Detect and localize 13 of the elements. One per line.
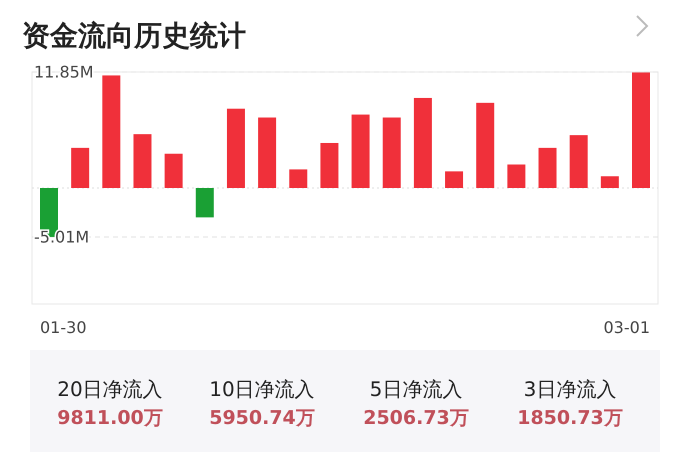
chart-title: 资金流向历史统计 [22,19,246,52]
text: 10日净流入 [209,377,315,401]
x-tick-label: 03-01 [604,318,650,337]
y-tick-label: 11.85M [34,62,94,82]
text: 3日净流入 [524,377,616,401]
x-tick-label: 01-30 [40,318,86,337]
text: 1850.73万 [517,407,623,429]
text: 2506.73万 [363,407,469,429]
text: 20日净流入 [57,377,163,401]
text: 5950.74万 [209,407,315,429]
y-tick-label: -5.01M [34,228,90,247]
text: 5日净流入 [370,377,462,401]
text: 9811.00万 [57,407,163,429]
